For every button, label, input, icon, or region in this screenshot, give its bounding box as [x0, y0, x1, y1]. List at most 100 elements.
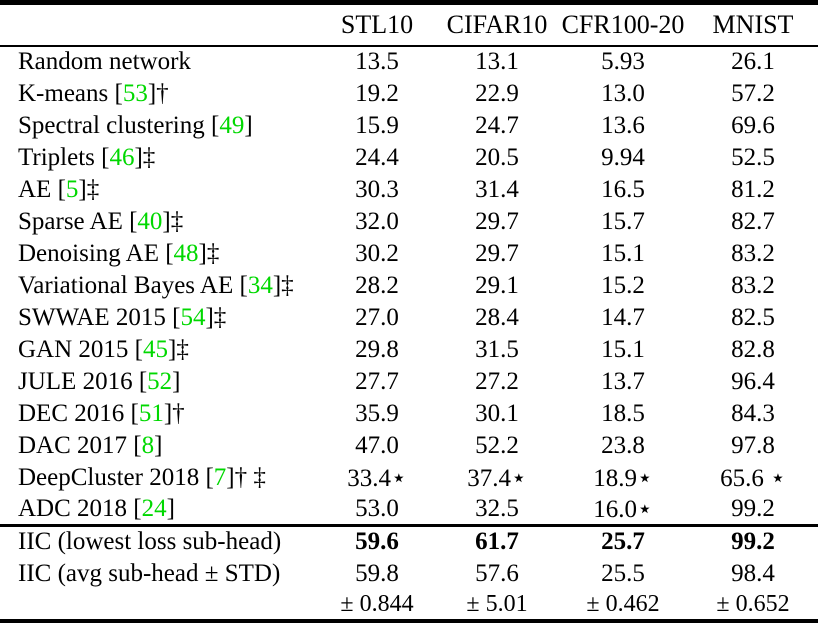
citation-link[interactable]: 51	[138, 399, 164, 427]
value-cell: 96.4	[731, 367, 775, 395]
method-label-suffix: ]‡	[205, 303, 227, 331]
method-row: Variational Bayes AE [34]‡ 28.2 29.1 15.2 83…	[0, 270, 818, 302]
method-name-text: DeepCluster 2018 [	[18, 463, 214, 491]
value-cell: 24.7	[475, 111, 519, 139]
value-cell: 26.1	[731, 48, 775, 75]
citation-link[interactable]: 34	[247, 271, 273, 299]
method-label: DAC 2017 [8]	[0, 430, 318, 462]
value-cell: 53.0	[355, 494, 399, 522]
value-cell: 59.6	[355, 528, 399, 556]
value-cell: 59.8	[355, 559, 399, 587]
method-label-suffix: ]	[154, 431, 163, 459]
method-name-text: AE [	[18, 175, 66, 203]
method-label: Random network	[0, 46, 318, 78]
method-label: K-means [53]†	[0, 78, 318, 110]
value-cell: 13.5	[355, 48, 399, 75]
value-cell: 15.1	[601, 239, 645, 267]
method-row: AE [5]‡ 30.3 31.4 16.5 81.2	[0, 174, 818, 206]
column-header-mnist: MNIST	[712, 9, 794, 39]
method-name-text: DEC 2016 [	[18, 399, 139, 427]
value-cell: 82.8	[731, 335, 775, 363]
value-cell: 27.0	[355, 303, 399, 331]
value-cell: 52.2	[475, 431, 519, 459]
method-label: DeepCluster 2018 [7]† ‡	[0, 462, 318, 494]
method-label: Denoising AE [48]‡	[0, 238, 318, 270]
value-cell: 61.7	[475, 528, 519, 556]
method-label-suffix: ]‡	[272, 271, 294, 299]
method-row: Random network 13.5 13.1 5.93 26.1	[0, 46, 818, 78]
value-cell: 52.5	[731, 143, 775, 171]
method-row: DAC 2017 [8] 47.0 52.2 23.8 97.8	[0, 430, 818, 462]
citation-link[interactable]: 45	[143, 335, 168, 363]
method-row: K-means [53]† 19.2 22.9 13.0 57.2	[0, 78, 818, 110]
method-row: Sparse AE [40]‡ 32.0 29.7 15.7 82.7	[0, 206, 818, 238]
value-cell: 65.6 ⋆	[720, 464, 786, 492]
citation-link[interactable]: 40	[137, 207, 163, 235]
method-row: DEC 2016 [51]† 35.9 30.1 18.5 84.3	[0, 398, 818, 430]
citation-link[interactable]: 8	[141, 431, 155, 459]
value-cell: 81.2	[731, 175, 775, 203]
method-row: JULE 2016 [52] 27.7 27.2 13.7 96.4	[0, 366, 818, 398]
value-cell: 82.7	[731, 207, 775, 235]
method-label: Spectral clustering [49]	[0, 110, 318, 142]
method-name-text: K-means [	[18, 79, 123, 107]
value-cell: ± 0.652	[716, 590, 790, 617]
method-label: JULE 2016 [52]	[0, 366, 318, 398]
method-label-suffix: ]	[244, 111, 253, 139]
citation-link[interactable]: 52	[147, 367, 173, 395]
method-label: GAN 2015 [45]‡	[0, 334, 318, 366]
value-cell: 98.4	[731, 559, 775, 587]
method-name-text: Variational Bayes AE [	[18, 271, 248, 299]
value-cell: 18.9⋆	[593, 464, 653, 492]
accuracy-results-table: STL10 CIFAR10 CFR100-20 MNIST Random net…	[0, 0, 818, 623]
method-row: Spectral clustering [49] 15.9 24.7 13.6 69.6	[0, 110, 818, 142]
value-cell: ± 0.844	[340, 590, 414, 617]
column-header-cifar10: CIFAR10	[446, 9, 548, 39]
value-cell: 97.8	[731, 431, 775, 459]
method-label: IIC (avg sub-head ± STD)	[18, 559, 281, 587]
method-name-text: DAC 2017 [	[18, 431, 142, 459]
method-name-text: ADC 2018 [	[18, 494, 142, 522]
iic-result-row: IIC (avg sub-head ± STD) 59.8 57.6 25.5 98.4	[0, 558, 818, 590]
value-cell: 15.1	[601, 335, 645, 363]
method-label: IIC (lowest loss sub-head)	[18, 528, 282, 556]
value-cell: 15.7	[601, 207, 645, 235]
value-cell: 13.1	[475, 48, 519, 75]
value-cell: 5.93	[601, 48, 645, 75]
value-cell: 57.2	[731, 79, 775, 107]
method-row: Denoising AE [48]‡ 30.2 29.7 15.1 83.2	[0, 238, 818, 270]
value-cell: 29.1	[475, 271, 519, 299]
method-label-suffix: ]†	[147, 79, 169, 107]
citation-link[interactable]: 54	[180, 303, 206, 331]
method-label: ADC 2018 [24]	[0, 494, 318, 526]
citation-link[interactable]: 5	[65, 175, 79, 203]
citation-link[interactable]: 7	[213, 463, 227, 491]
citation-link[interactable]: 49	[219, 111, 245, 139]
value-cell: ± 0.462	[586, 590, 660, 617]
citation-link[interactable]: 24	[141, 494, 167, 522]
method-label-suffix: ]‡	[168, 335, 189, 363]
method-label-suffix: ]‡	[162, 207, 184, 235]
value-cell: 29.7	[475, 239, 519, 267]
iic-result-row: IIC (lowest loss sub-head) 59.6 61.7 25.7 99…	[0, 526, 818, 558]
value-cell: 13.6	[601, 111, 645, 139]
value-cell: 28.2	[355, 271, 399, 299]
method-row: ADC 2018 [24] 53.0 32.5 16.0⋆ 99.2	[0, 494, 818, 526]
value-cell: 27.7	[355, 367, 399, 395]
value-cell: 27.2	[475, 367, 519, 395]
method-name-text: Denoising AE [	[18, 239, 174, 267]
value-cell: 99.2	[731, 494, 775, 522]
method-row: SWWAE 2015 [54]‡ 27.0 28.4 14.7 82.5	[0, 302, 818, 334]
method-name-text: Sparse AE [	[18, 207, 138, 235]
value-cell: 13.0	[601, 79, 645, 107]
citation-link[interactable]: 46	[109, 143, 135, 171]
value-cell: 22.9	[475, 79, 519, 107]
value-cell: 35.9	[355, 399, 399, 427]
iic-results-body: IIC (lowest loss sub-head) 59.6 61.7 25.7 99…	[0, 525, 818, 621]
citation-link[interactable]: 48	[173, 239, 199, 267]
method-label: Sparse AE [40]‡	[0, 206, 318, 238]
value-cell: 31.5	[475, 335, 519, 363]
value-cell: 18.5	[601, 399, 645, 427]
value-cell: 33.4⋆	[347, 464, 407, 492]
citation-link[interactable]: 53	[122, 79, 148, 107]
